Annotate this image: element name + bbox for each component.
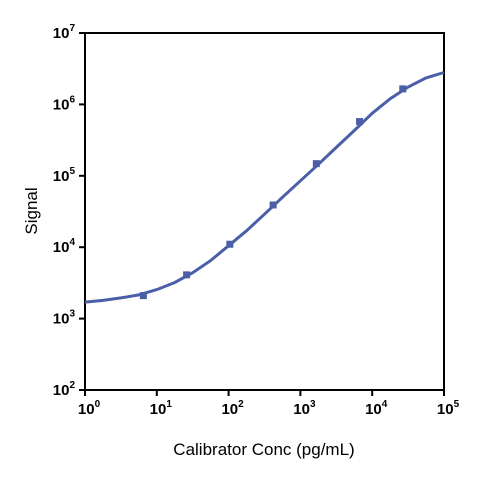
data-point	[183, 271, 191, 279]
y-tick-label: 106	[53, 94, 76, 113]
x-axis-ticks: 100 101 102 103 104 105	[78, 390, 460, 418]
fit-curve-line	[84, 71, 445, 304]
data-point	[399, 85, 407, 93]
data-point	[356, 118, 364, 126]
x-tick-label: 101	[150, 399, 173, 418]
y-tick-label: 103	[53, 309, 76, 328]
x-tick-label: 103	[293, 399, 316, 418]
y-axis-label: Signal	[22, 187, 41, 234]
x-tick-label: 102	[221, 399, 244, 418]
data-point	[269, 201, 277, 209]
y-axis-ticks: 102 103 104 105 106 107	[53, 23, 85, 399]
x-tick-label: 104	[365, 399, 388, 418]
x-tick-label: 105	[437, 399, 460, 418]
plot-frame	[84, 32, 445, 391]
x-axis-label: Calibrator Conc (pg/mL)	[173, 440, 354, 459]
data-point	[139, 292, 147, 300]
y-tick-label: 104	[53, 237, 76, 256]
data-points	[139, 85, 407, 300]
y-tick-label: 107	[53, 23, 76, 42]
x-tick-label: 100	[78, 399, 101, 418]
data-point	[226, 240, 234, 248]
data-point	[312, 160, 320, 168]
y-tick-label: 105	[53, 166, 76, 185]
y-tick-label: 102	[53, 380, 76, 399]
